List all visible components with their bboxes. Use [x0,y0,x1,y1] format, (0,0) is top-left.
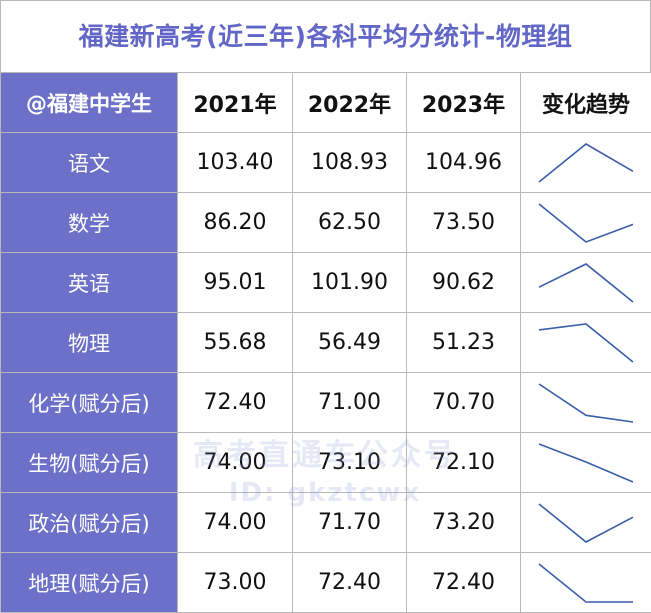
score-cell: 71.00 [293,373,407,433]
subject-cell: 政治(赋分后) [1,493,178,553]
year-header-2022: 2022年 [293,73,407,133]
score-cell: 74.00 [178,433,293,493]
trend-cell [521,373,651,433]
score-cell: 95.01 [178,253,293,313]
subject-cell: 英语 [1,253,178,313]
subject-cell: 生物(赋分后) [1,433,178,493]
trend-sparkline [531,196,641,250]
trend-cell [521,553,651,613]
trend-line [539,324,633,362]
trend-cell [521,313,651,373]
score-cell: 71.70 [293,493,407,553]
year-header-2021: 2021年 [178,73,293,133]
trend-cell [521,193,651,253]
trend-sparkline [531,256,641,310]
score-cell: 73.00 [178,553,293,613]
subject-cell: 化学(赋分后) [1,373,178,433]
score-cell: 72.40 [407,553,521,613]
trend-sparkline [531,556,641,610]
trend-cell [521,493,651,553]
trend-line [539,264,633,302]
trend-sparkline [531,136,641,190]
trend-line [539,204,633,242]
score-cell: 103.40 [178,133,293,193]
score-cell: 72.40 [293,553,407,613]
score-cell: 55.68 [178,313,293,373]
trend-sparkline [531,316,641,370]
trend-cell [521,133,651,193]
trend-line [539,444,633,482]
trend-sparkline [531,376,641,430]
score-cell: 90.62 [407,253,521,313]
score-cell: 101.90 [293,253,407,313]
subject-cell: 地理(赋分后) [1,553,178,613]
page-title: 福建新高考(近三年)各科平均分统计-物理组 [0,0,651,72]
score-cell: 73.50 [407,193,521,253]
score-cell: 86.20 [178,193,293,253]
score-cell: 70.70 [407,373,521,433]
trend-header: 变化趋势 [521,73,651,133]
trend-cell [521,253,651,313]
header-row: @福建中学生 2021年 2022年 2023年 变化趋势 [1,73,651,133]
trend-sparkline [531,496,641,550]
trend-line [539,384,633,422]
score-cell: 74.00 [178,493,293,553]
score-cell: 51.23 [407,313,521,373]
subject-cell: 物理 [1,313,178,373]
score-cell: 56.49 [293,313,407,373]
score-cell: 108.93 [293,133,407,193]
score-cell: 62.50 [293,193,407,253]
trend-cell [521,433,651,493]
score-cell: 104.96 [407,133,521,193]
score-cell: 73.10 [293,433,407,493]
subject-cell: 数学 [1,193,178,253]
trend-line [539,564,633,602]
score-cell: 72.10 [407,433,521,493]
year-header-2023: 2023年 [407,73,521,133]
score-cell: 72.40 [178,373,293,433]
trend-line [539,504,633,542]
score-cell: 73.20 [407,493,521,553]
trend-line [539,144,633,182]
trend-sparkline [531,436,641,490]
subject-cell: 语文 [1,133,178,193]
corner-label: @福建中学生 [1,73,178,133]
